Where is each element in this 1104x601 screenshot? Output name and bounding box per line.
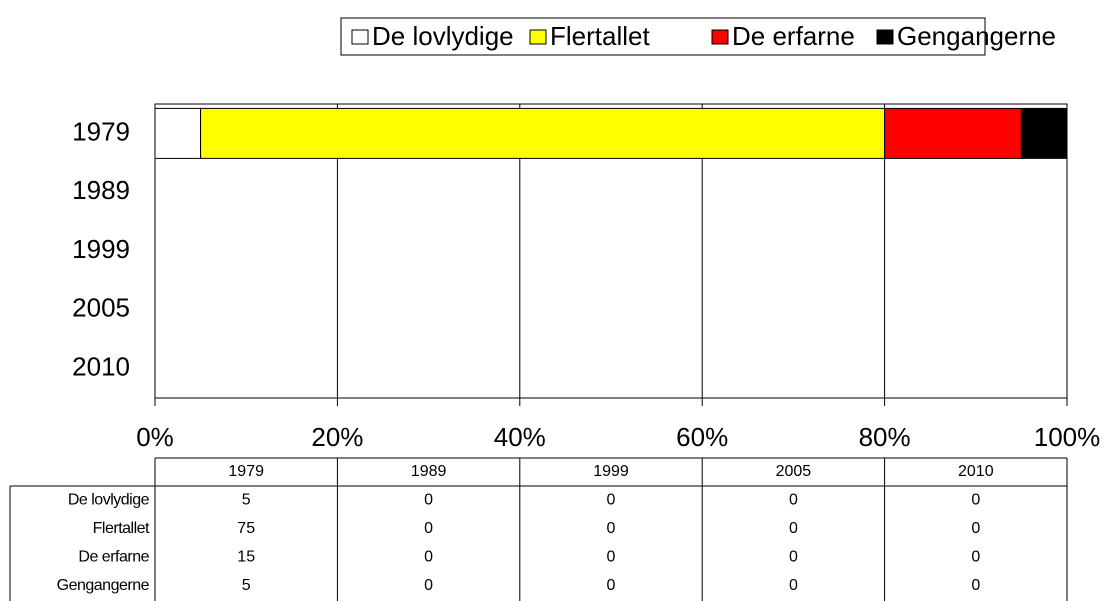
table-row-label: Flertallet — [93, 520, 150, 537]
bar — [1020, 107, 1068, 159]
table-cell: 0 — [971, 577, 980, 594]
legend-label: Flertallet — [550, 21, 650, 51]
legend-label: De lovlydige — [372, 21, 514, 51]
legend-swatch — [876, 29, 894, 45]
table-cell: 5 — [242, 577, 251, 594]
bar — [154, 107, 202, 159]
table-cell: 0 — [971, 548, 980, 565]
table-row-label: Gengangerne — [57, 577, 150, 594]
x-tick-label: 80% — [859, 422, 911, 452]
y-tick-label: 1989 — [72, 175, 130, 205]
table-cell: 0 — [424, 491, 433, 508]
table-cell: 0 — [424, 520, 433, 537]
table-cell: 0 — [789, 491, 798, 508]
bar — [884, 107, 1022, 159]
table-cell: 0 — [424, 548, 433, 565]
x-tick-label: 40% — [494, 422, 546, 452]
table-cell: 0 — [789, 577, 798, 594]
table-cell: 0 — [424, 577, 433, 594]
x-tick-label: 100% — [1034, 422, 1101, 452]
table-header: 1999 — [593, 463, 629, 480]
y-tick-label: 2010 — [72, 351, 130, 381]
table-row-label: De erfarne — [78, 548, 149, 565]
table-cell: 0 — [789, 520, 798, 537]
table-cell: 15 — [237, 548, 255, 565]
table-cell: 0 — [971, 491, 980, 508]
table-cell: 0 — [607, 520, 616, 537]
x-tick-label: 60% — [676, 422, 728, 452]
table-cell: 0 — [971, 520, 980, 537]
table-cell: 0 — [607, 548, 616, 565]
legend-label: De erfarne — [732, 21, 855, 51]
table-cell: 0 — [607, 491, 616, 508]
table-row-label: De lovlydige — [68, 491, 150, 508]
x-tick-label: 20% — [311, 422, 363, 452]
legend-swatch — [529, 29, 547, 45]
bar — [200, 107, 886, 159]
y-tick-label: 1979 — [72, 116, 130, 146]
y-tick-label: 1999 — [72, 234, 130, 264]
y-tick-label: 2005 — [72, 293, 130, 323]
table-header: 1989 — [411, 463, 447, 480]
table-cell: 75 — [237, 520, 255, 537]
table-header: 2005 — [776, 463, 812, 480]
table-cell: 5 — [242, 491, 251, 508]
legend-label: Gengangerne — [897, 21, 1056, 51]
legend-swatch — [711, 29, 729, 45]
table-header: 2010 — [958, 463, 994, 480]
table-cell: 0 — [789, 548, 798, 565]
table-cell: 0 — [607, 577, 616, 594]
legend-swatch — [351, 29, 369, 45]
table-header: 1979 — [228, 463, 264, 480]
x-tick-label: 0% — [136, 422, 174, 452]
